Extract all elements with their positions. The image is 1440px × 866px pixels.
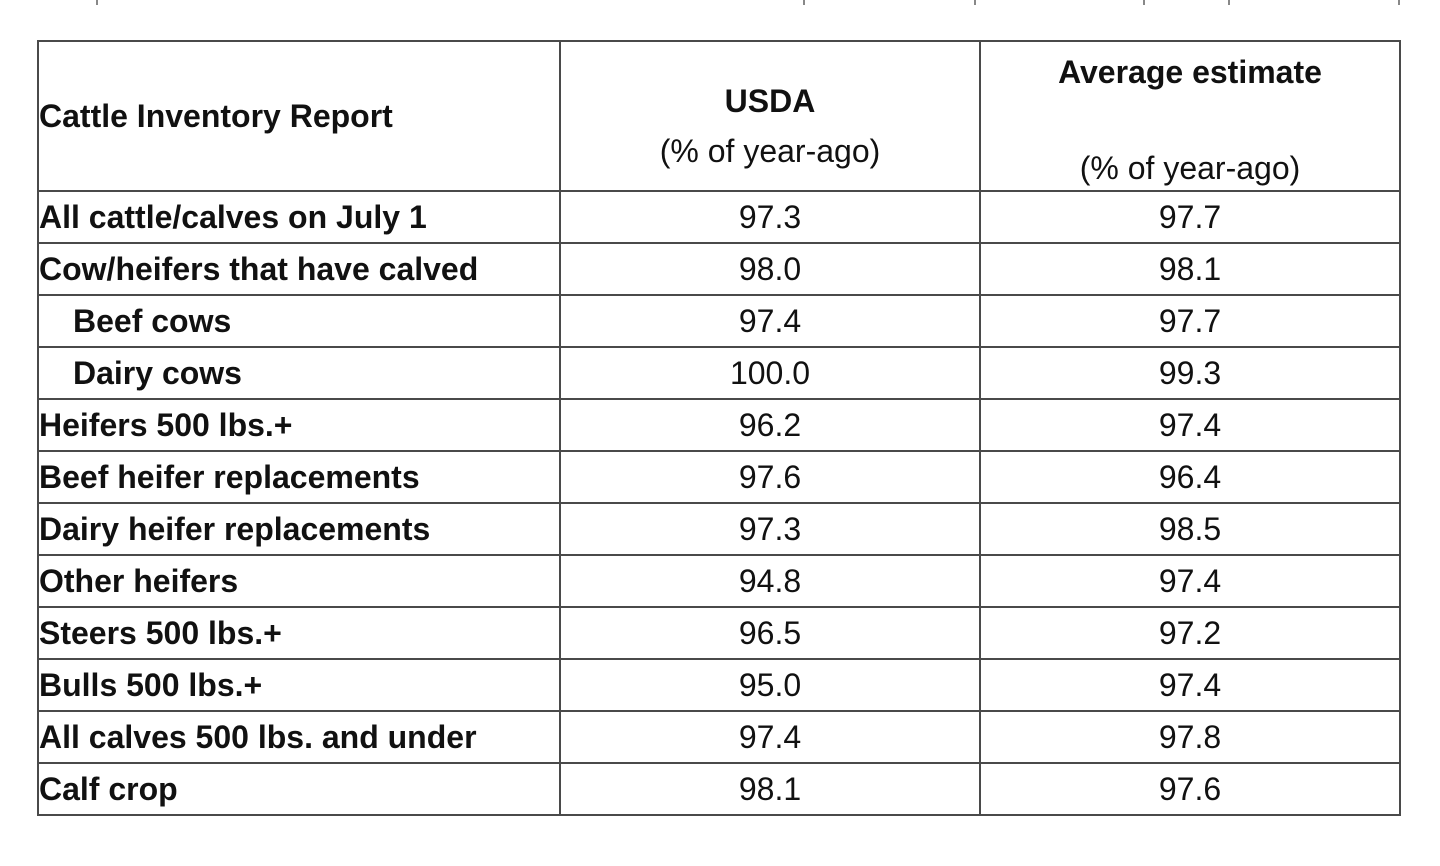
average-estimate-value: 97.8 — [979, 710, 1401, 764]
table-body: All cattle/calves on July 1 97.3 97.7 Cow/h… — [37, 190, 1401, 816]
table-row: Beef heifer replacements 97.6 96.4 — [37, 450, 1401, 504]
usda-value: 97.4 — [559, 710, 981, 764]
row-label: All calves 500 lbs. and under — [37, 710, 561, 764]
usda-subtitle: (% of year-ago) — [659, 133, 881, 169]
divider — [1143, 0, 1145, 5]
usda-value: 94.8 — [559, 554, 981, 608]
table-row: Steers 500 lbs.+ 96.5 97.2 — [37, 606, 1401, 660]
header-average-estimate: Average estimate (% of year-ago) — [979, 40, 1401, 192]
usda-value: 98.0 — [559, 242, 981, 296]
row-label: Heifers 500 lbs.+ — [37, 398, 561, 452]
header-usda: USDA (% of year-ago) — [559, 40, 981, 192]
cropped-table-edge — [0, 0, 1440, 6]
usda-value: 96.2 — [559, 398, 981, 452]
divider — [803, 0, 805, 5]
row-label: Dairy cows — [37, 346, 561, 400]
usda-value: 97.3 — [559, 502, 981, 556]
row-label: Dairy heifer replacements — [37, 502, 561, 556]
average-estimate-value: 97.4 — [979, 658, 1401, 712]
divider — [96, 0, 98, 5]
average-estimate-value: 97.7 — [979, 190, 1401, 244]
table-row: Cow/heifers that have calved 98.0 98.1 — [37, 242, 1401, 296]
average-estimate-value: 97.6 — [979, 762, 1401, 816]
average-estimate-title: Average estimate — [1058, 54, 1322, 90]
row-label: Calf crop — [37, 762, 561, 816]
usda-title: USDA — [724, 83, 816, 119]
row-label: Beef cows — [37, 294, 561, 348]
table-row: Beef cows 97.4 97.7 — [37, 294, 1401, 348]
row-label: Cow/heifers that have calved — [37, 242, 561, 296]
table-row: Bulls 500 lbs.+ 95.0 97.4 — [37, 658, 1401, 712]
usda-value: 97.3 — [559, 190, 981, 244]
table-row: Calf crop 98.1 97.6 — [37, 762, 1401, 816]
average-estimate-value: 98.1 — [979, 242, 1401, 296]
average-estimate-value: 97.4 — [979, 554, 1401, 608]
row-label: Steers 500 lbs.+ — [37, 606, 561, 660]
average-estimate-value: 98.5 — [979, 502, 1401, 556]
usda-value: 100.0 — [559, 346, 981, 400]
row-label: Other heifers — [37, 554, 561, 608]
divider — [1228, 0, 1230, 5]
divider — [974, 0, 976, 5]
row-label: All cattle/calves on July 1 — [37, 190, 561, 244]
usda-value: 97.6 — [559, 450, 981, 504]
average-estimate-value: 96.4 — [979, 450, 1401, 504]
table-row: Dairy heifer replacements 97.3 98.5 — [37, 502, 1401, 556]
table-row: Other heifers 94.8 97.4 — [37, 554, 1401, 608]
average-estimate-value: 99.3 — [979, 346, 1401, 400]
header-report-label: Cattle Inventory Report — [37, 40, 561, 192]
average-estimate-value: 97.2 — [979, 606, 1401, 660]
divider — [1398, 0, 1400, 5]
table-row: All cattle/calves on July 1 97.3 97.7 — [37, 190, 1401, 244]
row-label: Beef heifer replacements — [37, 450, 561, 504]
row-label: Bulls 500 lbs.+ — [37, 658, 561, 712]
usda-value: 98.1 — [559, 762, 981, 816]
table-row: All calves 500 lbs. and under 97.4 97.8 — [37, 710, 1401, 764]
usda-value: 95.0 — [559, 658, 981, 712]
usda-value: 96.5 — [559, 606, 981, 660]
average-estimate-value: 97.7 — [979, 294, 1401, 348]
usda-value: 97.4 — [559, 294, 981, 348]
cattle-inventory-table: Cattle Inventory Report USDA (% of year-… — [37, 40, 1401, 816]
table-row: Heifers 500 lbs.+ 96.2 97.4 — [37, 398, 1401, 452]
table-row: Dairy cows 100.0 99.3 — [37, 346, 1401, 400]
average-estimate-subtitle: (% of year-ago) — [1079, 150, 1301, 186]
table-header-row: Cattle Inventory Report USDA (% of year-… — [37, 40, 1401, 192]
average-estimate-value: 97.4 — [979, 398, 1401, 452]
